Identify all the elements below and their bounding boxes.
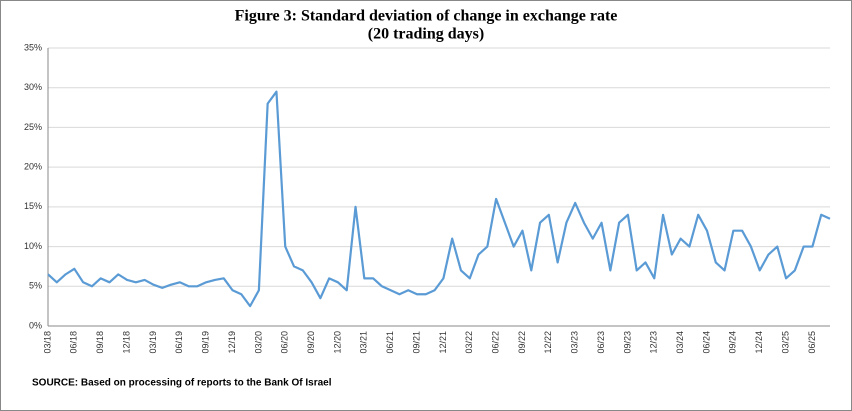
x-tick-label: 09/19 (201, 331, 211, 354)
x-tick-label: 09/24 (728, 331, 738, 354)
x-tick-label: 06/21 (385, 331, 395, 354)
x-tick-label: 03/19 (148, 331, 158, 354)
x-tick-label: 12/18 (121, 331, 131, 354)
y-tick-label: 35% (24, 42, 42, 52)
x-tick-label: 09/22 (517, 331, 527, 354)
x-tick-label: 12/19 (227, 331, 237, 354)
y-tick-label: 20% (24, 162, 42, 172)
source-note: SOURCE: Based on processing of reports t… (32, 378, 332, 389)
x-tick-label: 03/25 (780, 331, 790, 354)
x-tick-label: 09/20 (306, 331, 316, 354)
x-tick-label: 06/20 (280, 331, 290, 354)
x-tick-label: 12/20 (332, 331, 342, 354)
y-tick-label: 5% (29, 281, 42, 291)
x-tick-label: 03/24 (675, 331, 685, 354)
x-tick-label: 12/24 (754, 331, 764, 354)
x-tick-label: 06/24 (701, 331, 711, 354)
y-tick-label: 30% (24, 82, 42, 92)
chart-subtitle: (20 trading days) (368, 26, 484, 43)
x-tick-label: 06/22 (490, 331, 500, 354)
y-tick-label: 10% (24, 241, 42, 251)
x-tick-label: 06/19 (174, 331, 184, 354)
x-tick-label: 09/18 (95, 331, 105, 354)
x-tick-label: 03/18 (42, 331, 52, 354)
x-tick-label: 12/22 (543, 331, 553, 354)
x-tick-label: 12/23 (649, 331, 659, 354)
x-tick-label: 03/20 (253, 331, 263, 354)
chart-title: Figure 3: Standard deviation of change i… (235, 8, 618, 25)
data-line (47, 90, 831, 308)
x-tick-label: 06/18 (69, 331, 79, 354)
x-tick-label: 06/25 (807, 331, 817, 354)
x-tick-label: 03/22 (464, 331, 474, 354)
y-tick-label: 15% (24, 201, 42, 211)
x-tick-label: 09/23 (622, 331, 632, 354)
x-tick-label: 03/21 (359, 331, 369, 354)
x-tick-label: 03/23 (570, 331, 580, 354)
x-tick-label: 09/21 (411, 331, 421, 354)
x-tick-label: 06/23 (596, 331, 606, 354)
y-tick-label: 25% (24, 122, 42, 132)
y-tick-label: 0% (29, 320, 42, 330)
x-tick-label: 12/21 (438, 331, 448, 354)
